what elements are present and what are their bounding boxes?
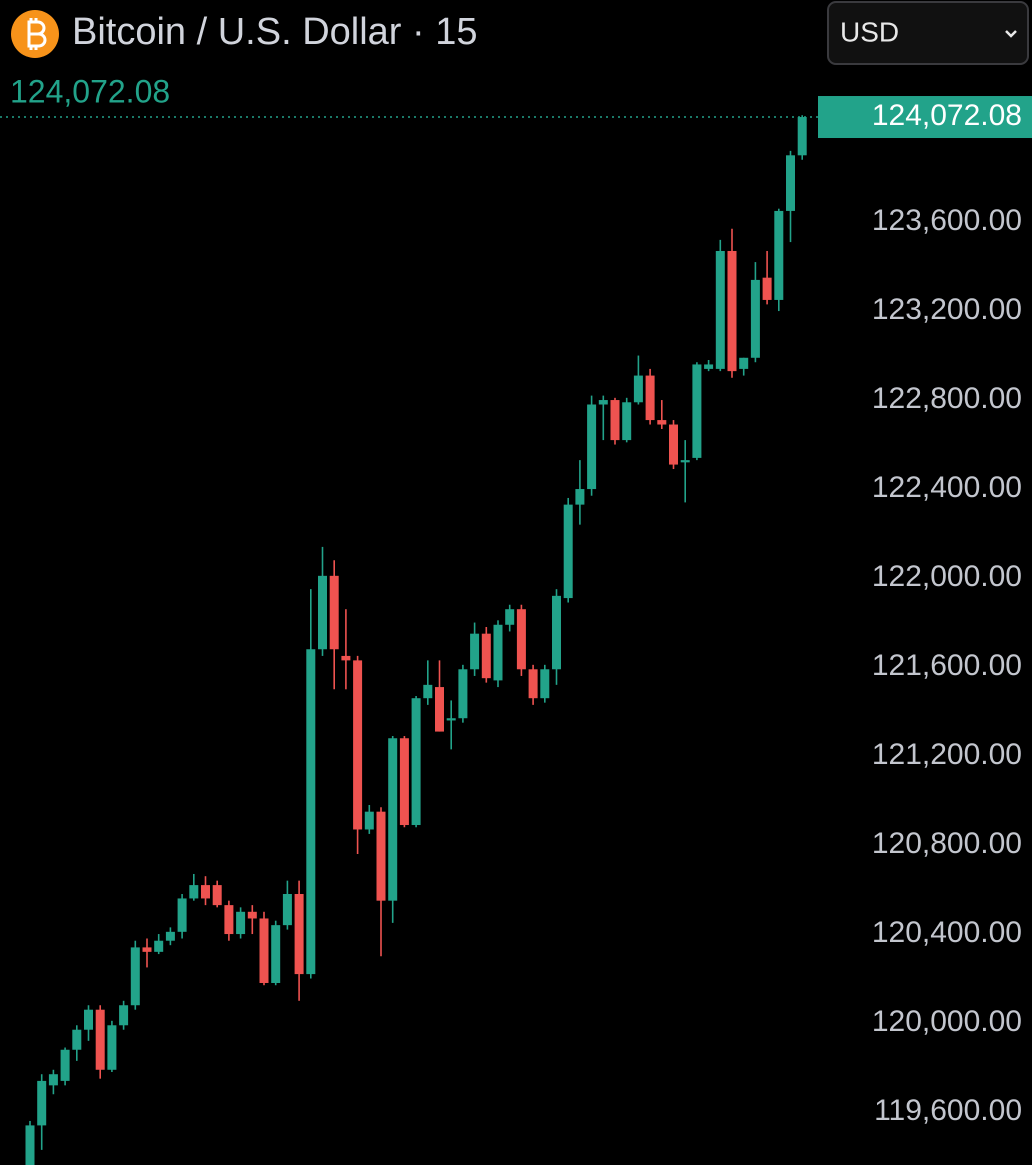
candle-body [165, 931, 175, 941]
candle-body [552, 595, 561, 670]
y-tick-label: 120,400.00 [872, 916, 1022, 949]
chart-title: Bitcoin / U.S. Dollar · 15 [72, 11, 477, 53]
candle-body [622, 402, 632, 441]
candle-body [84, 1009, 93, 1030]
candle-body [774, 210, 784, 300]
candle-body [692, 364, 702, 458]
candle-body [353, 660, 363, 830]
last-price: 124,072.08 [10, 73, 170, 109]
candle-body [528, 669, 538, 699]
y-tick-label: 120,800.00 [872, 827, 1022, 860]
y-tick-label: 121,200.00 [872, 738, 1022, 771]
candle-body [633, 375, 643, 403]
candle-body [411, 698, 421, 826]
candle-body [470, 633, 480, 670]
candle-body [446, 718, 456, 721]
candle-body [739, 357, 749, 369]
candle-body [657, 420, 667, 425]
y-tick-label: 119,600.00 [874, 1094, 1022, 1127]
candle-body [399, 738, 409, 826]
y-tick-label: 122,400.00 [872, 471, 1022, 504]
candle-body [610, 400, 620, 441]
candle-body [435, 687, 444, 732]
candle-body [95, 1009, 105, 1070]
y-tick-label: 122,000.00 [872, 560, 1022, 593]
candle-body [750, 279, 760, 358]
candle-body [341, 655, 351, 661]
candle-body [259, 918, 269, 983]
candle-body [786, 155, 795, 211]
candle-body [212, 885, 222, 906]
candle-body [669, 424, 678, 465]
candle-body [224, 905, 234, 935]
candle-body [247, 911, 257, 919]
candle-body [563, 504, 573, 599]
candle-body [329, 575, 339, 650]
candle-body [201, 885, 210, 899]
candle-body [645, 375, 655, 421]
candle-body [540, 669, 550, 699]
candle-body [271, 925, 281, 983]
candle-body [762, 277, 772, 300]
candle-body [318, 575, 327, 650]
candle-body [575, 489, 585, 505]
candle-body [282, 893, 292, 926]
candle-body [107, 1025, 117, 1070]
candle-body [587, 404, 597, 490]
y-tick-label: 123,600.00 [872, 204, 1022, 237]
last-price-tag [818, 96, 1032, 139]
candle-body [154, 940, 164, 952]
candle-body [458, 669, 468, 719]
candle-body [48, 1074, 58, 1086]
candle-body [25, 1125, 35, 1165]
coin-glyph [27, 18, 47, 50]
candle-body [505, 609, 515, 625]
candle-body [797, 117, 807, 156]
candle-body [177, 898, 187, 932]
candle-body [37, 1080, 47, 1126]
currency-label[interactable]: USD [840, 16, 899, 47]
last-price-tag-label: 124,072.08 [872, 99, 1022, 132]
candle-body [189, 885, 199, 899]
candle-body [493, 624, 503, 681]
candle-body [598, 400, 608, 405]
candle-body [423, 684, 433, 699]
candle-body [364, 811, 374, 830]
candle-body [72, 1029, 82, 1050]
candle-body [60, 1049, 70, 1081]
candle-body [130, 947, 140, 1006]
dropdown-chevron[interactable] [1005, 30, 1017, 38]
y-tick-label: 122,800.00 [872, 382, 1022, 415]
candle-body [704, 364, 714, 369]
y-tick-label: 121,600.00 [872, 649, 1022, 682]
candle-body [142, 947, 152, 952]
y-tick-label: 120,000.00 [872, 1005, 1022, 1038]
currency-select[interactable] [827, 1, 1029, 65]
candle-body [294, 893, 304, 975]
y-tick-label: 123,200.00 [872, 293, 1022, 326]
candle-body [481, 633, 491, 679]
header: Bitcoin / U.S. Dollar · 15 124,072.08 US… [10, 1, 1029, 109]
candle-body [388, 738, 398, 901]
candle-body [516, 609, 526, 670]
candle-body [680, 460, 690, 463]
candle-body [376, 811, 386, 901]
candle-body [727, 250, 737, 372]
candle-body [119, 1005, 129, 1026]
candle-body [236, 911, 246, 935]
candle-body [715, 250, 725, 369]
candle-body [306, 649, 316, 975]
